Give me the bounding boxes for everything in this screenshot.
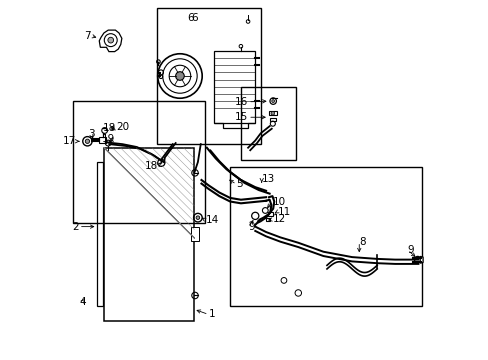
Text: 13: 13 (261, 174, 274, 184)
Polygon shape (419, 256, 422, 263)
Text: 7: 7 (84, 31, 91, 41)
Text: 15: 15 (234, 112, 247, 122)
Bar (191, 227, 198, 241)
Text: 11: 11 (277, 207, 290, 217)
Text: 9: 9 (407, 245, 413, 255)
Text: 4: 4 (79, 297, 85, 307)
Text: 6: 6 (187, 13, 194, 23)
Text: 6: 6 (191, 13, 198, 23)
Text: 1: 1 (208, 310, 215, 319)
Text: 10: 10 (272, 197, 285, 207)
Text: 2: 2 (72, 222, 79, 231)
Bar (268, 111, 276, 116)
Text: 12: 12 (272, 215, 285, 224)
Circle shape (85, 139, 89, 143)
Text: 18: 18 (144, 161, 158, 171)
Text: 5: 5 (236, 179, 243, 189)
Text: 8: 8 (359, 237, 365, 247)
Bar (269, 118, 276, 121)
Text: 3: 3 (87, 129, 94, 139)
Text: 17: 17 (62, 136, 76, 146)
Text: 19: 19 (101, 135, 115, 144)
Circle shape (175, 72, 184, 80)
Circle shape (270, 112, 274, 115)
Text: 9: 9 (247, 222, 254, 232)
Text: 18: 18 (102, 123, 116, 133)
Bar (265, 219, 270, 221)
Text: 14: 14 (205, 215, 219, 225)
Bar (214, 51, 255, 123)
Bar (267, 212, 273, 216)
Circle shape (271, 100, 274, 103)
Bar (99, 136, 106, 143)
Circle shape (196, 216, 199, 220)
Text: 16: 16 (234, 97, 247, 107)
Circle shape (108, 37, 113, 43)
Bar (97, 162, 103, 306)
Text: 20: 20 (116, 122, 129, 132)
